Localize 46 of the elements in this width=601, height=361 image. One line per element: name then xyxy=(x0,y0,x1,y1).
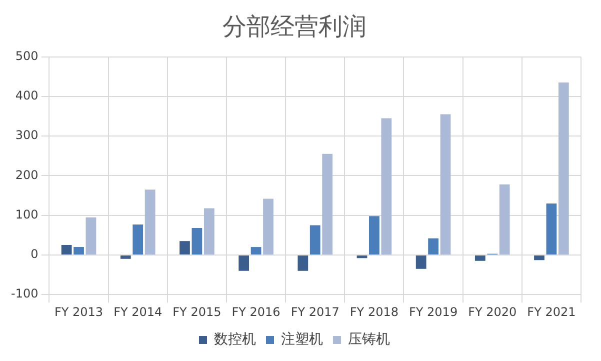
y-tick-label: 100 xyxy=(15,207,38,222)
bar xyxy=(499,184,510,254)
x-tick-label: FY 2021 xyxy=(527,304,576,319)
legend-label: 数控机 xyxy=(214,332,256,348)
bar xyxy=(144,190,156,254)
legend-label: 压铸机 xyxy=(348,332,390,348)
bar xyxy=(381,118,392,254)
bar xyxy=(546,203,557,254)
x-tick-label: FY 2014 xyxy=(114,304,162,319)
bar xyxy=(298,255,308,271)
bar xyxy=(192,228,202,254)
bar xyxy=(250,247,262,254)
bar xyxy=(120,255,131,259)
bar xyxy=(61,245,72,254)
x-tick-label: FY 2018 xyxy=(350,304,398,319)
bar xyxy=(86,217,96,254)
y-tick-label: 400 xyxy=(15,88,38,103)
bar xyxy=(474,255,486,261)
y-tick-label: -100 xyxy=(11,286,38,301)
x-tick-label: FY 2017 xyxy=(290,304,340,319)
x-tick-label: FY 2015 xyxy=(172,304,222,319)
bar xyxy=(263,198,274,254)
x-tick-label: FY 2016 xyxy=(232,304,280,319)
x-tick-label: FY 2019 xyxy=(408,304,458,319)
bar xyxy=(440,114,451,254)
x-tick-label: FY 2013 xyxy=(54,304,104,319)
x-tick-label: FY 2020 xyxy=(468,304,517,319)
bar xyxy=(428,238,438,254)
bar xyxy=(204,208,214,254)
bar xyxy=(558,82,569,254)
chart-title: 分部经营利润 xyxy=(222,12,366,41)
y-tick-label: 200 xyxy=(15,168,38,182)
bar xyxy=(416,255,426,269)
legend-label: 注塑机 xyxy=(281,332,323,348)
bar xyxy=(238,255,250,271)
y-tick-label: 0 xyxy=(30,247,38,262)
bar xyxy=(180,241,190,254)
bar xyxy=(74,247,84,254)
y-tick-label: 300 xyxy=(15,128,38,142)
bar xyxy=(310,225,320,254)
bar xyxy=(369,216,380,254)
bar xyxy=(534,255,544,260)
bar xyxy=(356,255,368,258)
bar xyxy=(132,224,144,254)
y-tick-label: 500 xyxy=(15,48,38,63)
bar xyxy=(322,154,333,254)
